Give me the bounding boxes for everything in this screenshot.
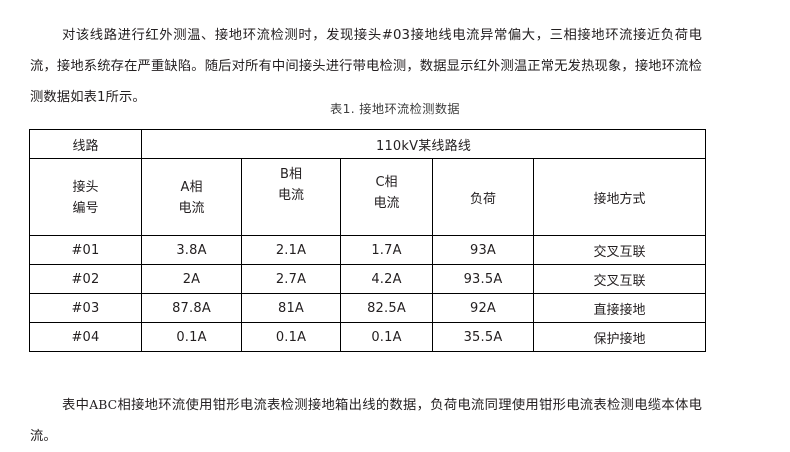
paragraph-note: 表中ABC相接地环流使用钳形电流表检测接地箱出线的数据，负荷电流同理使用钳形电流…	[30, 389, 702, 452]
cell-phase-c: 0.1A	[340, 322, 433, 352]
paragraph-note-part1: 表中	[62, 398, 90, 414]
caption-title: 接地环流检测数据	[359, 102, 460, 116]
grounding-current-table: 线路 110kV某线路线 接头 编号 A相 电流	[29, 129, 707, 352]
cell-line-label: 线路	[29, 129, 142, 159]
cell-load: 93.5A	[432, 264, 534, 294]
col-header-phase-c-line1: C相	[375, 175, 398, 190]
table-row: #04 0.1A 0.1A 0.1A 35.5A 保护接地	[29, 322, 707, 352]
cell-grounding-method: 保护接地	[532, 322, 707, 352]
col-header-grounding-method: 接地方式	[532, 158, 707, 236]
cell-phase-a: 87.8A	[141, 293, 242, 323]
col-header-phase-a-line2: 电流	[178, 201, 205, 216]
cell-grounding-method: 交叉互联	[532, 264, 707, 294]
document-page: 对该线路进行红外测温、接地环流检测时，发现接头#03接地线电流异常偏大，三相接地…	[0, 28, 790, 444]
col-header-phase-a-line1: A相	[180, 180, 203, 195]
col-header-phase-b-line1: B相	[280, 167, 302, 182]
caption-number: 1.	[342, 102, 356, 116]
cell-phase-c: 4.2A	[340, 264, 433, 294]
col-header-joint-id-line2: 编号	[72, 201, 99, 216]
cell-phase-c: 1.7A	[340, 235, 433, 265]
col-header-load: 负荷	[432, 158, 534, 236]
cell-load: 35.5A	[432, 322, 534, 352]
cell-joint-id: #04	[29, 322, 142, 352]
col-header-phase-a: A相 电流	[141, 158, 242, 236]
table-row: #02 2A 2.7A 4.2A 93.5A 交叉互联	[29, 264, 707, 294]
col-header-phase-c: C相 电流	[340, 158, 433, 236]
table-caption: 表1. 接地环流检测数据	[0, 99, 790, 117]
cell-phase-a: 3.8A	[141, 235, 242, 265]
cell-load: 92A	[432, 293, 534, 323]
caption-label: 表	[329, 102, 343, 116]
cell-phase-a: 2A	[141, 264, 242, 294]
col-header-phase-b-line2: 电流	[277, 188, 304, 203]
col-header-joint-id-line1: 接头	[72, 180, 99, 195]
table-row-line-header: 线路 110kV某线路线	[29, 129, 707, 159]
cell-phase-a: 0.1A	[141, 322, 242, 352]
table-row: #01 3.8A 2.1A 1.7A 93A 交叉互联	[29, 235, 707, 265]
cell-line-value: 110kV某线路线	[140, 129, 707, 159]
table: 线路 110kV某线路线 接头 编号 A相 电流	[29, 129, 707, 352]
cell-load: 93A	[432, 235, 534, 265]
paragraph-note-phases: ABC	[89, 397, 118, 413]
cell-grounding-method: 交叉互联	[532, 235, 707, 265]
cell-phase-b: 0.1A	[241, 322, 341, 352]
cell-phase-b: 81A	[241, 293, 341, 323]
cell-phase-b: 2.7A	[241, 264, 341, 294]
cell-joint-id: #02	[29, 264, 142, 294]
cell-phase-b: 2.1A	[241, 235, 341, 265]
cell-joint-id: #01	[29, 235, 142, 265]
table-row-column-headers: 接头 编号 A相 电流 B相 电流	[29, 158, 707, 236]
col-header-joint-id: 接头 编号	[29, 158, 142, 236]
cell-joint-id: #03	[29, 293, 142, 323]
col-header-phase-b: B相 电流	[241, 158, 341, 236]
paragraph-intro: 对该线路进行红外测温、接地环流检测时，发现接头#03接地线电流异常偏大，三相接地…	[30, 28, 702, 106]
cell-grounding-method: 直接接地	[532, 293, 707, 323]
table-row: #03 87.8A 81A 82.5A 92A 直接接地	[29, 293, 707, 323]
col-header-phase-c-line2: 电流	[373, 196, 400, 211]
paragraph-note-part2: 相接地环流使用钳形电流表检测接地箱出线的数据，负荷电流同理使用钳形电流表检测电缆…	[30, 398, 702, 445]
cell-phase-c: 82.5A	[340, 293, 433, 323]
